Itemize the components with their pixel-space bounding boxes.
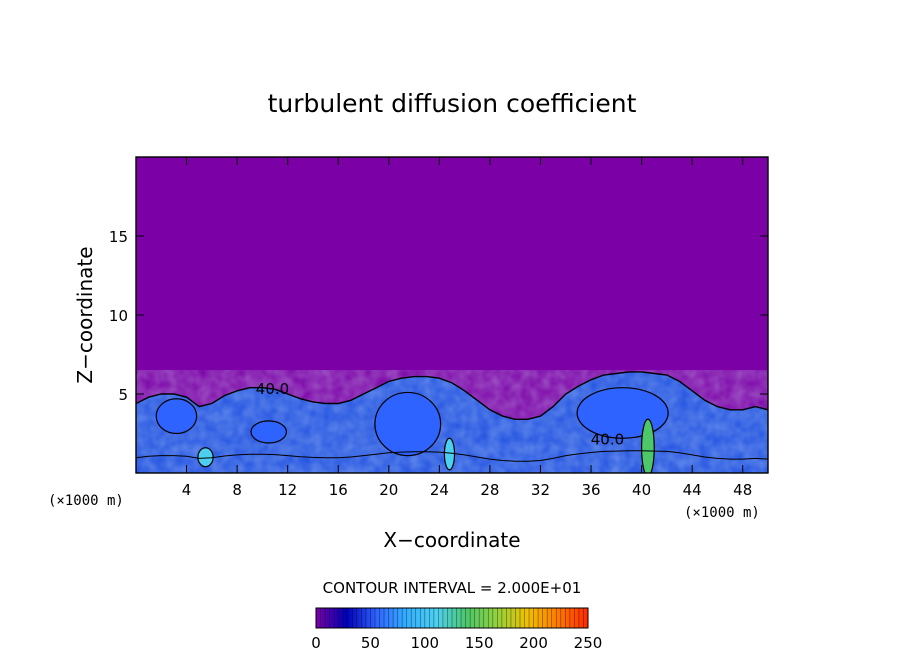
x-tick-label: 16: [329, 481, 348, 499]
outer-contour: [136, 371, 768, 420]
y-tick-label: 15: [109, 228, 128, 246]
x-tick-label: 36: [581, 481, 600, 499]
colorbar-tick-label: 50: [361, 634, 380, 652]
x-tick-label: 8: [232, 481, 242, 499]
colorbar-ticks: 0 50 100 150 200 250: [311, 634, 602, 652]
core-region: [443, 437, 456, 471]
y-unit-label: (×1000 m): [48, 493, 124, 509]
contour-label: 40.0: [256, 380, 289, 398]
x-tick-label: 12: [278, 481, 297, 499]
x-unit-label: (×1000 m): [684, 505, 760, 521]
contour-labels: 40.0 40.0: [256, 380, 624, 449]
colorbar-tick-label: 100: [410, 634, 439, 652]
chart-title: turbulent diffusion coefficient: [268, 89, 637, 118]
contour-label: 40.0: [591, 431, 624, 449]
x-tick-label: 44: [683, 481, 702, 499]
core-region: [374, 391, 442, 457]
x-axis-label: X−coordinate: [383, 528, 520, 552]
x-tick-label: 48: [733, 481, 752, 499]
x-tick-label: 4: [182, 481, 192, 499]
contour-interval-label: CONTOUR INTERVAL = 2.000E+01: [323, 579, 582, 597]
y-axis-label: Z−coordinate: [73, 246, 97, 383]
colorbar-tick-label: 250: [574, 634, 603, 652]
core-regions: [155, 387, 669, 473]
colorbar-tick-label: 150: [465, 634, 494, 652]
colorbar-tick-label: 200: [519, 634, 548, 652]
core-region: [641, 418, 655, 473]
y-tick-label: 10: [109, 307, 128, 325]
x-axis-ticks: 4 8 12 16 20 24 28 32 36 40 44 48: [182, 157, 752, 499]
colorbar: 0 50 100 150 200 250: [311, 607, 602, 652]
core-region: [250, 420, 288, 444]
core-region: [155, 398, 198, 435]
y-axis-ticks: 5 10 15: [109, 228, 768, 404]
plot-area: 40.0 40.0: [135, 156, 769, 474]
x-tick-label: 24: [430, 481, 449, 499]
core-region: [197, 447, 214, 468]
x-tick-label: 28: [480, 481, 499, 499]
inner-contour: [136, 450, 768, 462]
colorbar-tick-label: 0: [311, 634, 321, 652]
x-tick-label: 40: [632, 481, 651, 499]
y-tick-label: 5: [118, 386, 128, 404]
x-tick-label: 32: [531, 481, 550, 499]
x-tick-label: 20: [379, 481, 398, 499]
colorbar-stripes: [315, 608, 589, 628]
colorbar-frame: [315, 607, 589, 629]
